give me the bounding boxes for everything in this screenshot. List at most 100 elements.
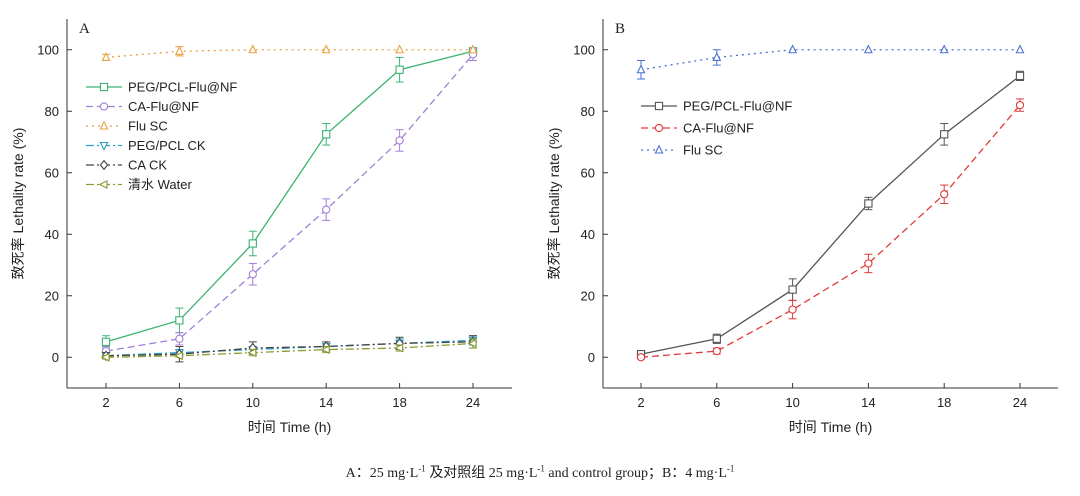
panel-b-x-tick-label: 10 bbox=[785, 395, 799, 410]
panel-b-data-point bbox=[712, 346, 721, 356]
panel-a-data-point bbox=[175, 316, 184, 325]
panel-a-x-tick-label: 24 bbox=[466, 395, 480, 410]
panel-b-legend-label: CA-Flu@NF bbox=[683, 121, 754, 136]
panel-a-data-point bbox=[248, 239, 257, 248]
panel-b-series-line bbox=[640, 49, 1020, 71]
panel-b-x-tick-label: 6 bbox=[713, 395, 720, 410]
panel-b-chart: 0 20 40 60 80 100 2 6 10 14 18 24 时间 Time (h) 致死率 Let… bbox=[546, 19, 1058, 435]
panel-b-x-tick-label: 14 bbox=[861, 395, 875, 410]
panel-b-data-point bbox=[636, 64, 646, 74]
panel-a-data-point bbox=[247, 348, 257, 358]
caption-part-2: 及对照组 25 mg·L bbox=[425, 466, 538, 481]
panel-a-data-point bbox=[101, 337, 111, 347]
panel-b-data-point bbox=[1015, 44, 1025, 54]
panel-b-data-point bbox=[939, 44, 949, 54]
panel-a-legend-label: CA-Flu@NF bbox=[128, 99, 199, 114]
panel-a-y-tick-label: 60 bbox=[45, 165, 59, 180]
panel-b-x-axis-title: 时间 Time (h) bbox=[789, 419, 872, 435]
panel-b-panel-label: B bbox=[615, 21, 625, 37]
panel-a-series-2 bbox=[101, 44, 478, 62]
panel-b-series-0 bbox=[636, 70, 1025, 359]
panel-b-legend-marker bbox=[654, 144, 664, 154]
panel-a-x-tick-label: 10 bbox=[246, 395, 260, 410]
panel-a-y-tick-label: 80 bbox=[45, 104, 59, 119]
panel-a-data-point bbox=[174, 45, 184, 55]
panel-a-y-tick-label: 20 bbox=[45, 288, 59, 303]
panel-a-legend-marker bbox=[99, 141, 109, 151]
panel-b-data-point bbox=[712, 52, 722, 61]
panel-a-data-point bbox=[100, 352, 110, 362]
panel-b-y-tick-label: 40 bbox=[581, 227, 595, 242]
panel-b-x-tick-label: 18 bbox=[937, 395, 951, 410]
panel-a-data-point bbox=[321, 44, 331, 54]
panel-a-panel-label: A bbox=[79, 21, 90, 37]
panel-b-data-point bbox=[712, 334, 721, 343]
panel-a-data-point bbox=[320, 345, 330, 355]
panel-a-data-point bbox=[248, 44, 258, 54]
panel-b-series-2 bbox=[636, 44, 1025, 80]
panel-a-series-line bbox=[105, 49, 473, 59]
panel-b-y-tick-label: 0 bbox=[588, 350, 595, 365]
panel-a-data-point bbox=[322, 205, 331, 214]
panel-a-series-line bbox=[105, 53, 474, 352]
panel-b-y-tick-label: 80 bbox=[581, 104, 595, 119]
caption-sup-3: -1 bbox=[726, 463, 735, 474]
panel-a-data-point bbox=[173, 351, 183, 361]
panel-a-data-point bbox=[468, 44, 478, 54]
panel-b-y-tick-label: 100 bbox=[573, 42, 595, 57]
panel-a-data-point bbox=[101, 52, 111, 61]
panel-b-legend-label: PEG/PCL-Flu@NF bbox=[683, 99, 792, 114]
panel-a-chart: 0 20 40 60 80 100 2 6 10 14 18 24 时间 Time (h) 致死率 Let… bbox=[10, 19, 512, 435]
panel-a-data-point bbox=[395, 136, 404, 145]
panel-a-x-tick-label: 6 bbox=[176, 395, 183, 410]
panel-b-data-point bbox=[864, 199, 873, 208]
panel-a-data-point bbox=[175, 334, 184, 343]
panel-a-legend: PEG/PCL-Flu@NF CA-Flu@NF Flu SC PEG/PCL CK C… bbox=[86, 80, 237, 192]
panel-b-data-point bbox=[788, 44, 798, 54]
panel-b-legend-label: Flu SC bbox=[683, 143, 723, 158]
figure-caption: A：25 mg·L-1 及对照组 25 mg·L-1 and control g… bbox=[0, 462, 1080, 482]
panel-a-data-point bbox=[248, 270, 257, 279]
panel-a-series-5 bbox=[100, 338, 477, 362]
panel-b-series-line bbox=[640, 75, 1021, 355]
panel-b-y-tick-label: 60 bbox=[581, 165, 595, 180]
panel-a-legend-label: PEG/PCL-Flu@NF bbox=[128, 80, 237, 95]
panel-b-data-point bbox=[864, 259, 873, 268]
panel-a-series-line bbox=[105, 339, 474, 357]
panel-a-legend-label: Flu SC bbox=[128, 119, 168, 134]
panel-a-y-tick-label: 100 bbox=[37, 42, 59, 57]
panel-a-legend-label: 清水 Water bbox=[128, 177, 192, 192]
panel-b-data-point bbox=[636, 353, 646, 362]
panel-a-legend-marker bbox=[99, 159, 109, 171]
panel-b-data-point bbox=[788, 285, 797, 294]
panel-a-data-point bbox=[395, 65, 404, 74]
panel-a-x-tick-label: 2 bbox=[102, 395, 109, 410]
panel-a-y-tick-label: 40 bbox=[45, 227, 59, 242]
panel-b-data-point bbox=[863, 44, 873, 54]
panel-a-data-point bbox=[467, 338, 477, 348]
panel-b-x-tick-label: 2 bbox=[637, 395, 644, 410]
panel-b-data-point bbox=[1015, 100, 1025, 110]
panel-a-series-4 bbox=[101, 335, 478, 363]
panel-a-series-line bbox=[105, 341, 474, 357]
panel-b-data-point bbox=[940, 130, 949, 139]
panel-b-data-point bbox=[940, 190, 949, 199]
panel-a-y-tick-label: 0 bbox=[52, 350, 59, 365]
panel-a-series-line bbox=[105, 342, 474, 358]
panel-a-data-point bbox=[395, 44, 405, 54]
panel-b-x-tick-label: 24 bbox=[1013, 395, 1027, 410]
panel-a-x-axis-title: 时间 Time (h) bbox=[248, 419, 331, 435]
caption-sup-1: -1 bbox=[418, 463, 426, 474]
caption-part-3: and control group；B：4 mg·L bbox=[544, 466, 727, 481]
panel-b-legend-marker bbox=[654, 123, 664, 133]
caption-sup-2: -1 bbox=[537, 463, 545, 474]
panel-a-legend-marker bbox=[99, 82, 109, 92]
panel-a-x-tick-label: 14 bbox=[319, 395, 333, 410]
panel-a-x-tick-label: 18 bbox=[392, 395, 406, 410]
panel-b-y-tick-label: 20 bbox=[581, 288, 595, 303]
panel-a-series-line bbox=[105, 50, 474, 343]
panel-b-legend: PEG/PCL-Flu@NF CA-Flu@NF Flu SC bbox=[641, 99, 792, 158]
caption-part-1: A：25 mg·L bbox=[345, 466, 419, 481]
panel-a-y-axis-title: 致死率 Lethality rate (%) bbox=[10, 128, 26, 280]
